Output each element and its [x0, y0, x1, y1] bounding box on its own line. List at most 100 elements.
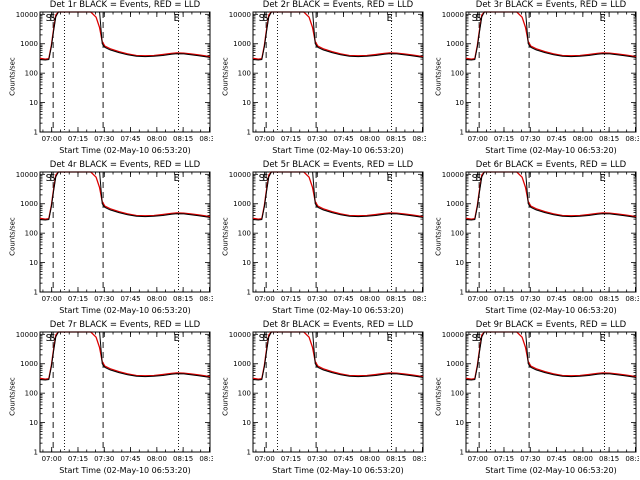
x-tick-label: 08:15 — [599, 455, 619, 463]
panel-title: Det 7r BLACK = Events, RED = LLD — [49, 320, 201, 330]
chart-panel: 1 10 100 1000 10000 07:00 07:15 07:30 07:45 08:00… — [213, 160, 427, 320]
interval-marker-label: S — [46, 13, 52, 24]
x-tick-label: 07:30 — [307, 135, 327, 143]
interval-marker-label: S — [472, 173, 478, 184]
x-tick-label: 07:45 — [546, 455, 566, 463]
series-lld-line — [252, 171, 424, 220]
interval-marker-label: E — [387, 173, 393, 184]
x-tick-label: 08:30 — [625, 295, 639, 303]
chart-panel: 1 10 100 1000 10000 07:00 07:15 07:30 07:45 08:00… — [426, 320, 640, 480]
y-tick-label: 10 — [455, 419, 464, 427]
y-tick-label: 10000 — [442, 11, 464, 19]
y-tick-label: 100 — [25, 230, 38, 238]
y-tick-label: 100 — [451, 230, 464, 238]
y-tick-label: 10000 — [16, 11, 38, 19]
panel-title: Det 2r BLACK = Events, RED = LLD — [262, 0, 414, 10]
series-lld-line — [465, 331, 637, 380]
chart-panel: 1 10 100 1000 10000 07:00 07:15 07:30 07:45 08:00… — [213, 320, 427, 480]
x-tick-label: 08:00 — [573, 455, 593, 463]
y-axis-label: Counts/sec — [221, 217, 230, 256]
y-axis-label: Counts/sec — [434, 217, 443, 256]
interval-marker-label: E — [387, 13, 393, 24]
y-tick-label: 10 — [242, 99, 251, 107]
y-tick-label: 100 — [238, 70, 251, 78]
plot-frame — [252, 171, 424, 293]
interval-marker-label: E — [174, 13, 180, 24]
plot-canvas: 1 10 100 1000 10000 07:00 07:15 07:30 07:45 08:00… — [229, 171, 426, 303]
interval-marker-label: S — [475, 13, 481, 24]
x-tick-label: 07:15 — [68, 135, 88, 143]
x-tick-label: 07:00 — [468, 455, 488, 463]
plot-frame — [39, 11, 211, 133]
x-tick-label: 07:45 — [333, 135, 353, 143]
x-tick-label: 07:30 — [94, 295, 114, 303]
x-tick-label: 08:30 — [412, 135, 426, 143]
x-tick-label: 07:15 — [281, 135, 301, 143]
chart-panel: 1 10 100 1000 10000 07:00 07:15 07:30 07:45 08:00… — [0, 0, 214, 160]
x-tick-label: 07:45 — [333, 455, 353, 463]
y-tick-label: 100 — [238, 230, 251, 238]
x-tick-label: 08:30 — [625, 135, 639, 143]
interval-marker-label: S — [475, 173, 481, 184]
y-axis-label: Counts/sec — [434, 57, 443, 96]
x-tick-label: 07:30 — [307, 295, 327, 303]
plot-canvas: 1 10 100 1000 10000 07:00 07:15 07:30 07:45 08:00… — [229, 331, 426, 463]
series-events-line — [465, 11, 637, 61]
x-tick-label: 08:00 — [147, 135, 167, 143]
y-tick-label: 10000 — [16, 331, 38, 339]
chart-panel: 1 10 100 1000 10000 07:00 07:15 07:30 07:45 08:00… — [0, 320, 214, 480]
plot-frame — [252, 331, 424, 453]
series-events-line — [39, 171, 211, 221]
plot-frame — [465, 171, 637, 293]
y-tick-label: 1000 — [20, 40, 38, 48]
x-tick-label: 08:15 — [386, 295, 406, 303]
series-events-line — [252, 11, 424, 61]
x-tick-label: 07:00 — [42, 295, 62, 303]
panel-title: Det 8r BLACK = Events, RED = LLD — [262, 320, 414, 330]
x-tick-label: 07:00 — [468, 295, 488, 303]
interval-marker-label: S — [472, 13, 478, 24]
chart-panel: 1 10 100 1000 10000 07:00 07:15 07:30 07:45 08:00… — [213, 0, 427, 160]
x-tick-label: 07:15 — [494, 295, 514, 303]
x-tick-label: 07:15 — [281, 455, 301, 463]
plot-canvas: 1 10 100 1000 10000 07:00 07:15 07:30 07:45 08:00… — [229, 11, 426, 143]
interval-marker-label: S — [262, 173, 268, 184]
series-lld-line — [39, 171, 211, 220]
series-lld-line — [39, 331, 211, 380]
series-events-line — [465, 171, 637, 221]
y-tick-label: 10 — [242, 259, 251, 267]
panel-title: Det 5r BLACK = Events, RED = LLD — [262, 160, 414, 170]
x-axis-label: Start Time (02-May-10 06:53:20) — [272, 466, 404, 475]
y-tick-label: 1000 — [233, 200, 251, 208]
interval-marker-label: E — [600, 13, 606, 24]
series-events-line — [252, 171, 424, 221]
y-tick-label: 1000 — [20, 360, 38, 368]
y-tick-label: 1 — [460, 289, 464, 297]
series-lld-line — [39, 11, 211, 60]
plot-canvas: 1 10 100 1000 10000 07:00 07:15 07:30 07:45 08:00… — [16, 11, 213, 143]
plot-canvas: 1 10 100 1000 10000 07:00 07:15 07:30 07:45 08:00… — [442, 11, 639, 143]
y-axis-label: Counts/sec — [8, 57, 17, 96]
y-tick-label: 10000 — [442, 331, 464, 339]
y-tick-label: 10000 — [229, 171, 251, 179]
y-tick-label: 100 — [238, 390, 251, 398]
interval-marker-label: S — [259, 333, 265, 344]
y-tick-label: 1 — [460, 449, 464, 457]
y-tick-label: 1000 — [446, 360, 464, 368]
x-tick-label: 08:15 — [173, 295, 193, 303]
panel-title: Det 3r BLACK = Events, RED = LLD — [475, 0, 627, 10]
x-tick-label: 08:30 — [412, 455, 426, 463]
series-lld-line — [465, 171, 637, 220]
x-tick-label: 07:15 — [494, 135, 514, 143]
x-tick-label: 07:45 — [333, 295, 353, 303]
y-tick-label: 10000 — [442, 171, 464, 179]
interval-marker-label: E — [174, 333, 180, 344]
x-tick-label: 08:00 — [360, 295, 380, 303]
y-axis-label: Counts/sec — [221, 57, 230, 96]
x-tick-label: 08:00 — [147, 295, 167, 303]
y-tick-label: 10000 — [16, 171, 38, 179]
x-tick-label: 07:45 — [120, 295, 140, 303]
interval-marker-label: S — [259, 13, 265, 24]
x-tick-label: 07:15 — [281, 295, 301, 303]
